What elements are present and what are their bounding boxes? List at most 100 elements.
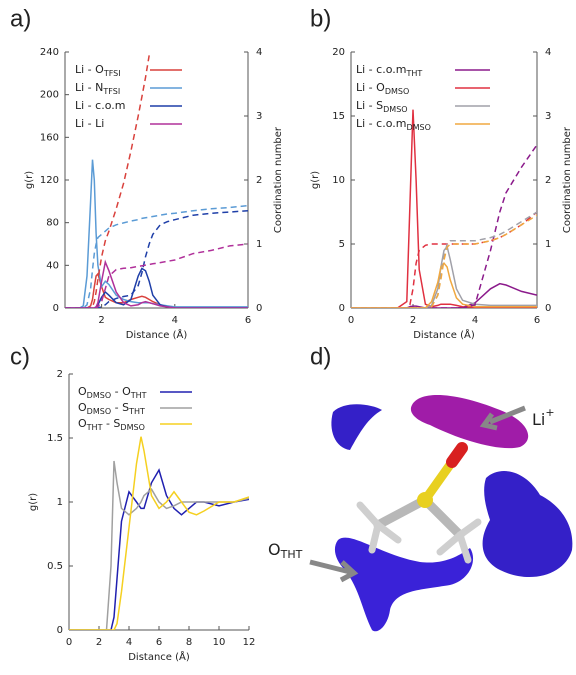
data-line [65,159,248,308]
data-line [351,262,537,308]
y-axis-title: g(r) [28,493,39,511]
data-line [65,272,248,308]
y2-tick-label: 0 [256,303,262,314]
data-line [351,282,537,308]
data-line [65,259,248,308]
legend-text: Li - c.o.m [356,117,406,130]
legend-label: Li - SDMSO [356,99,408,114]
legend-label: Li - ODMSO [356,81,409,96]
isosurface [334,537,474,632]
data-line [351,214,537,308]
panel-label: a) [10,5,31,32]
panel-label: d) [310,343,331,370]
data-line [65,204,248,308]
legend-text: THT [405,69,422,78]
legend-text: DMSO [383,105,407,114]
y-tick-label: 40 [46,260,59,271]
legend-text: DMSO [87,407,111,416]
isosurface [410,394,529,449]
data-line [69,468,249,630]
x-tick-label: 10 [213,637,226,648]
annotation-text: THT [280,548,303,561]
y-axis-title: g(r) [310,171,321,189]
legend-text: - S [102,417,120,430]
annotation: OTHT [268,540,303,562]
legend-label: ODMSO - OTHT [78,385,147,400]
legend-text: TFSI [102,87,120,96]
legend-text: DMSO [120,423,144,432]
y2-tick-label: 0 [545,303,551,314]
x-tick-label: 12 [243,637,256,648]
annotation-text: + [545,406,554,419]
legend-label: Li - Li [75,117,104,130]
annotation-text: O [268,540,281,559]
x-tick-label: 8 [186,637,192,648]
panel-label: b) [310,5,331,32]
annotation: Li+ [532,406,555,429]
y-tick-label: 20 [332,47,345,58]
legend-text: Li - c.o.m [75,99,125,112]
y2-axis-title: Coordination number [562,126,573,233]
y-tick-label: 0 [339,303,345,314]
data-line [65,209,248,308]
x-axis-title: Distance (Å) [413,328,475,341]
legend-text: - S [111,401,129,414]
data-line [351,211,537,308]
y-tick-label: 240 [40,47,59,58]
x-axis-title: Distance (Å) [126,328,188,341]
molecule [356,442,482,564]
y2-tick-label: 4 [256,47,262,58]
panel-label: c) [10,343,30,370]
legend-label: Li - c.o.mTHT [356,63,422,78]
legend-text: THT [128,407,145,416]
data-line [351,109,537,308]
legend-label: ODMSO - STHT [78,401,145,416]
y-tick-label: 5 [339,239,345,250]
y-tick-label: 0.5 [47,561,63,572]
y2-tick-label: 1 [545,239,551,250]
data-line [351,211,537,308]
y2-tick-label: 2 [545,175,551,186]
data-line [69,436,249,630]
legend-text: O [78,417,87,430]
data-line [65,243,248,308]
x-tick-label: 4 [172,315,178,326]
legend-text: DMSO [406,123,430,132]
legend-label: Li - c.o.m [75,99,125,112]
y2-tick-label: 1 [256,239,262,250]
x-tick-label: 6 [534,315,540,326]
legend-text: TFSI [103,69,121,78]
data-line [351,144,537,308]
legend-text: DMSO [385,87,409,96]
isosurface [482,471,573,578]
x-tick-label: 4 [472,315,478,326]
arrow [309,559,359,583]
image-panel: d) Li+ OTHT [268,343,573,632]
y2-tick-label: 2 [256,175,262,186]
x-tick-label: 0 [66,637,72,648]
x-tick-label: 2 [98,315,104,326]
y-axis-title: g(r) [24,171,35,189]
x-tick-label: 2 [96,637,102,648]
x-tick-label: 2 [410,315,416,326]
legend-text: THT [86,423,103,432]
annotation-text: Li [532,410,545,429]
y-tick-label: 120 [40,175,59,186]
x-axis-title: Distance (Å) [128,650,190,663]
legend-label: Li - c.o.mDMSO [356,117,431,132]
legend-text: Li - Li [75,117,104,130]
y2-tick-label: 3 [545,111,551,122]
legend-text: - O [111,385,131,398]
isosurface [331,404,382,450]
x-tick-label: 4 [126,637,132,648]
legend-text: O [78,385,87,398]
legend-label: Li - OTFSI [75,63,121,78]
legend-text: THT [130,391,147,400]
legend-text: Li - N [75,81,103,94]
y-tick-label: 160 [40,132,59,143]
y2-axis-title: Coordination number [273,126,284,233]
